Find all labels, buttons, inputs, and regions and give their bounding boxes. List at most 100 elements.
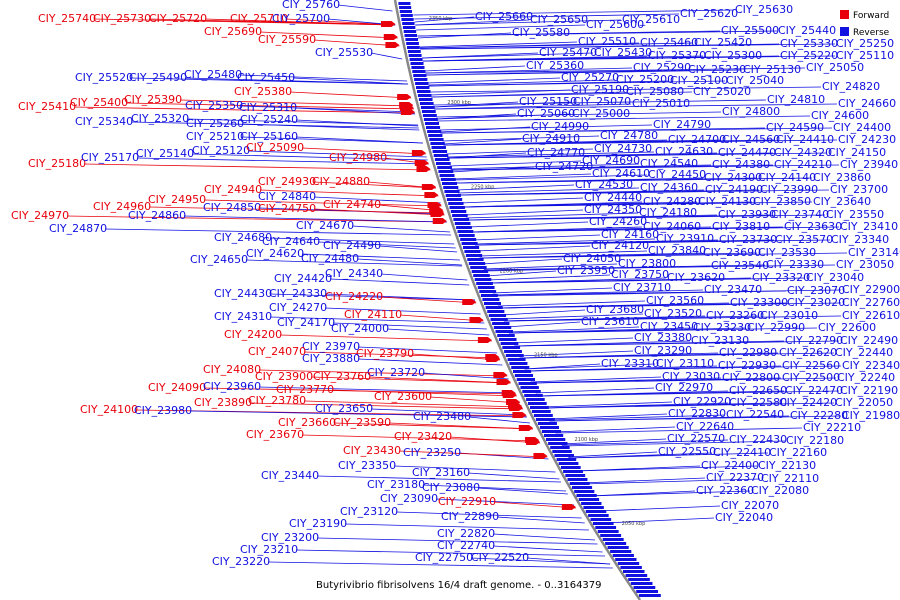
gene-label[interactable]: CIY_25610 xyxy=(622,13,680,26)
gene-label[interactable]: CIY_25650 xyxy=(530,13,588,26)
gene-label[interactable]: CIY_25010 xyxy=(632,97,690,110)
gene-label[interactable]: CIY_25230 xyxy=(688,63,746,76)
gene-label[interactable]: CIY_25410 xyxy=(18,100,76,113)
gene-label[interactable]: CIY_22980 xyxy=(719,346,777,359)
gene-label[interactable]: CIY_23550 xyxy=(826,208,884,221)
gene-label[interactable]: CIY_22740 xyxy=(437,539,495,552)
gene-label[interactable]: CIY_23990 xyxy=(760,183,818,196)
gene-label[interactable]: CIY_25520 xyxy=(75,71,133,84)
gene-label[interactable]: CIY_23130 xyxy=(691,334,749,347)
gene-label[interactable]: CIY_22240 xyxy=(837,371,895,384)
gene-label[interactable]: CIY_23520 xyxy=(644,307,702,320)
gene-label[interactable]: CIY_23330 xyxy=(766,258,824,271)
gene-label[interactable]: CIY_22890 xyxy=(441,510,499,523)
gene-label[interactable]: CIY_23790 xyxy=(356,347,414,360)
gene-label[interactable]: CIY_24300 xyxy=(704,171,762,184)
gene-label[interactable]: CIY_24620 xyxy=(246,247,304,260)
gene-label[interactable]: CIY_25710 xyxy=(230,12,288,25)
gene-label[interactable]: CIY_24450 xyxy=(648,168,706,181)
gene-label[interactable]: CIY_24820 xyxy=(822,80,880,93)
gene-label[interactable]: CIY_24230 xyxy=(838,133,896,146)
gene-label[interactable]: CIY_22430 xyxy=(729,433,787,446)
gene-label[interactable]: CIY_23340 xyxy=(831,233,889,246)
gene-label[interactable]: CIY_25270 xyxy=(561,71,619,84)
gene-label[interactable]: CIY_23940 xyxy=(840,158,898,171)
gene-label[interactable]: CIY_23600 xyxy=(374,390,432,403)
gene-label[interactable]: CIY_24090 xyxy=(148,381,206,394)
gene-label[interactable]: CIY_23810 xyxy=(712,220,770,233)
gene-label[interactable]: CIY_23440 xyxy=(261,469,319,482)
gene-label[interactable]: CIY_24160 xyxy=(601,228,659,241)
gene-label[interactable]: CIY_23680 xyxy=(586,303,644,316)
gene-label[interactable]: CIY_22490 xyxy=(840,334,898,347)
gene-label[interactable]: CIY_25130 xyxy=(743,63,801,76)
gene-label[interactable]: CIY_24220 xyxy=(325,290,383,303)
gene-label[interactable]: CIY_24960 xyxy=(93,200,151,213)
gene-label[interactable]: CIY_23110 xyxy=(656,357,714,370)
gene-label[interactable]: CIY_22600 xyxy=(818,321,876,334)
gene-label[interactable]: CIY_22410 xyxy=(713,446,771,459)
gene-label[interactable]: CIY_22520 xyxy=(471,551,529,564)
gene-label[interactable]: CIY_25250 xyxy=(836,37,894,50)
gene-label[interactable]: CIY_22830 xyxy=(668,407,726,420)
gene-label[interactable]: CIY_23750 xyxy=(611,268,669,281)
gene-label[interactable]: CIY_24260 xyxy=(589,215,647,228)
gene-label[interactable]: CIY_23690 xyxy=(703,246,761,259)
gene-label[interactable]: CIY_24730 xyxy=(594,142,652,155)
gene-label[interactable]: CIY_22080 xyxy=(751,484,809,497)
gene-label[interactable]: CIY_22340 xyxy=(842,359,900,372)
gene-label[interactable]: CIY_24880 xyxy=(312,175,370,188)
gene-label[interactable]: CIY_25420 xyxy=(694,36,752,49)
gene-label[interactable]: CIY_25500 xyxy=(721,24,779,37)
gene-label[interactable]: CIY_23840 xyxy=(648,244,706,257)
gene-label[interactable]: CIY_22420 xyxy=(779,396,837,409)
gene-label[interactable]: CIY_22900 xyxy=(842,283,900,296)
gene-label[interactable]: CIY_23180 xyxy=(367,478,425,491)
gene-label[interactable]: CIY_23970 xyxy=(302,340,360,353)
gene-label[interactable]: CIY_25630 xyxy=(735,3,793,16)
gene-label[interactable]: CIY_24610 xyxy=(592,167,650,180)
gene-label[interactable]: CIY_24120 xyxy=(591,239,649,252)
gene-label[interactable]: CIY_25370 xyxy=(648,49,706,62)
gene-label[interactable]: CIY_23610 xyxy=(581,315,639,328)
gene-label[interactable]: CIY_23200 xyxy=(261,531,319,544)
gene-label[interactable]: CIY_25340 xyxy=(75,115,133,128)
gene-label[interactable]: CIY_24590 xyxy=(766,121,824,134)
gene-label[interactable]: CIY_23640 xyxy=(813,195,871,208)
gene-label[interactable]: CIY_23190 xyxy=(289,517,347,530)
gene-label[interactable]: CIY_23480 xyxy=(413,410,471,423)
gene-label[interactable]: CIY_23570 xyxy=(775,233,833,246)
gene-label[interactable]: CIY_24860 xyxy=(128,209,186,222)
gene-label[interactable]: CIY_22820 xyxy=(437,527,495,540)
gene-label[interactable]: CIY_25580 xyxy=(512,26,570,39)
gene-label[interactable]: CIY_22580 xyxy=(729,396,787,409)
gene-label[interactable]: CIY_25050 xyxy=(806,61,864,74)
gene-label[interactable]: CIY_24410 xyxy=(776,133,834,146)
gene-label[interactable]: CIY_22190 xyxy=(840,384,898,397)
gene-label[interactable]: CIY_22040 xyxy=(715,511,773,524)
gene-label[interactable]: CIY_25100 xyxy=(670,74,728,87)
gene-label[interactable]: CIY_22550 xyxy=(658,445,716,458)
gene-label[interactable]: CIY_24490 xyxy=(323,239,381,252)
gene-label[interactable]: CIY_23010 xyxy=(760,309,818,322)
gene-label[interactable]: CIY_23020 xyxy=(787,296,845,309)
gene-label[interactable]: CIY_24270 xyxy=(269,301,327,314)
gene-label[interactable]: CIY_24470 xyxy=(718,146,776,159)
gene-label[interactable]: CIY_23850 xyxy=(753,195,811,208)
gene-label[interactable]: CIY_23860 xyxy=(813,171,871,184)
gene-label[interactable]: CIY_24540 xyxy=(640,157,698,170)
gene-label[interactable]: CIY_24350 xyxy=(584,203,642,216)
gene-label[interactable]: CIY_22620 xyxy=(779,346,837,359)
gene-label[interactable]: CIY_22050 xyxy=(835,396,893,409)
gene-label[interactable]: CIY_23160 xyxy=(412,466,470,479)
gene-label[interactable]: CIY_22110 xyxy=(761,472,819,485)
gene-label[interactable]: CIY_23710 xyxy=(613,281,671,294)
gene-label[interactable]: CIY_22280 xyxy=(790,409,848,422)
gene-label[interactable]: CIY_25260 xyxy=(186,117,244,130)
gene-label[interactable]: CIY_25200 xyxy=(616,73,674,86)
gene-label[interactable]: CIY_24680 xyxy=(214,231,272,244)
gene-label[interactable]: CIY_25140 xyxy=(136,147,194,160)
gene-label[interactable]: CIY_24060 xyxy=(643,220,701,233)
gene-label[interactable]: CIY_25740 xyxy=(38,12,96,25)
